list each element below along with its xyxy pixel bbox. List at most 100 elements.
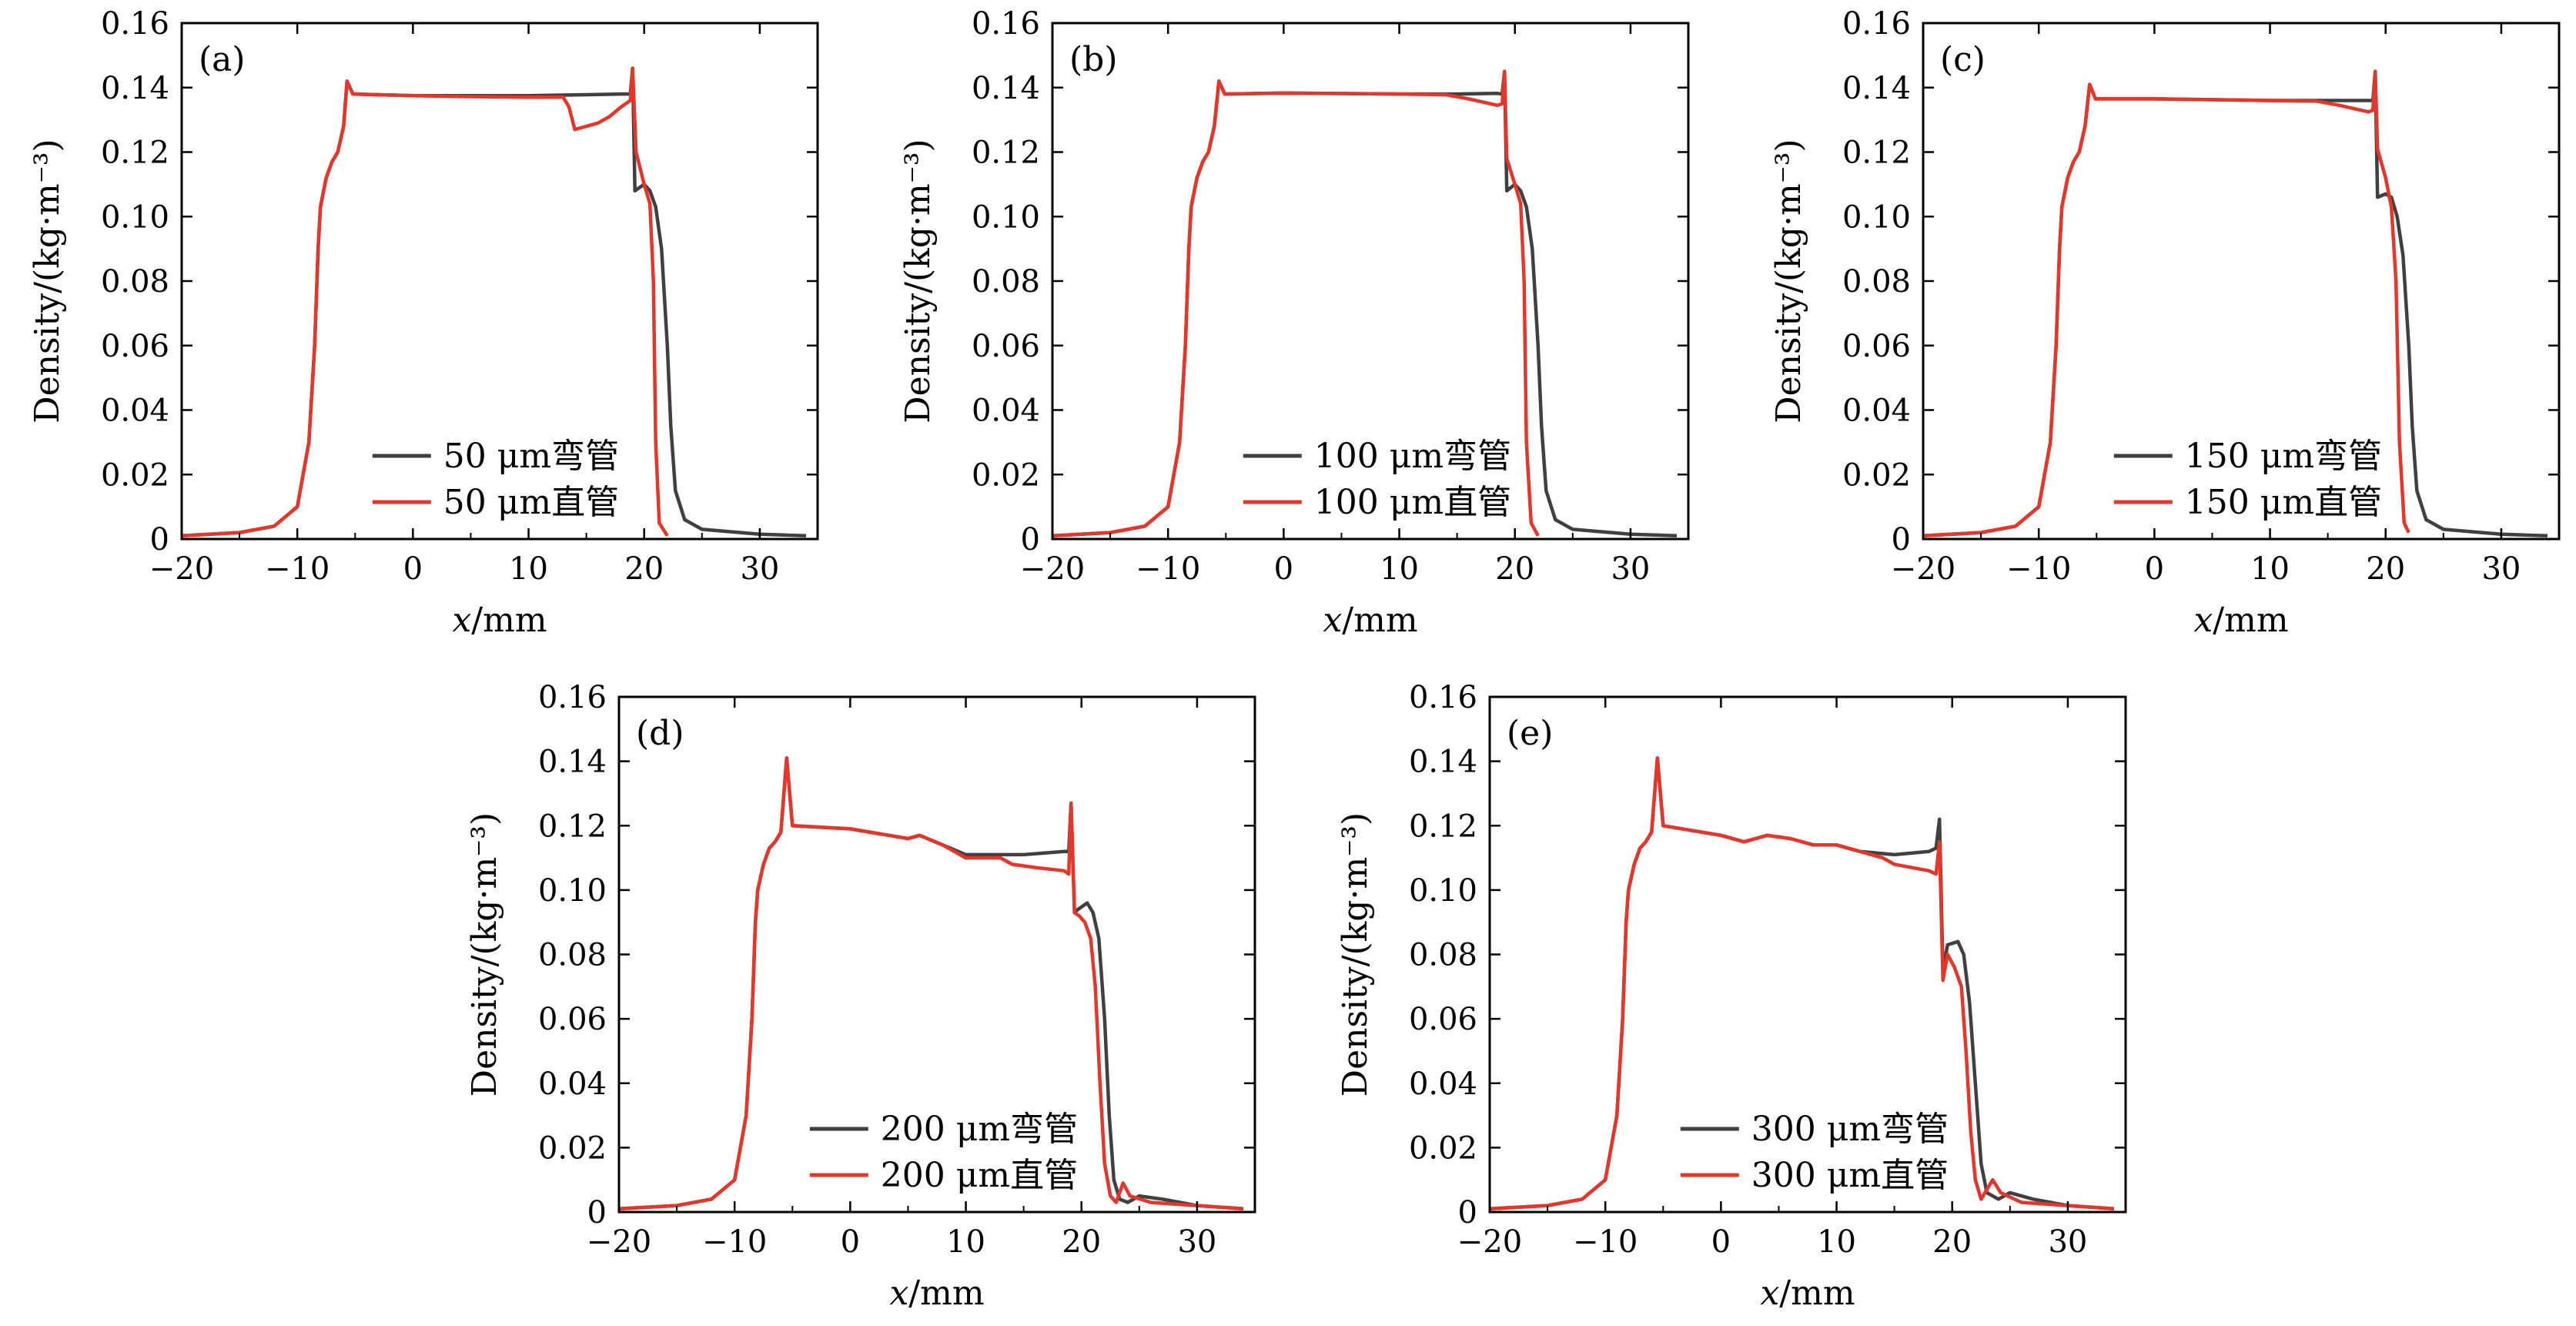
legend-label: 50 μm弯管	[443, 437, 619, 476]
panel-label: (c)	[1940, 40, 1986, 79]
y-tick-label: 0.12	[538, 809, 607, 844]
x-tick-label: 30	[1177, 1224, 1216, 1260]
y-tick-label: 0.02	[1409, 1130, 1477, 1166]
y-tick-label: 0	[1458, 1195, 1477, 1231]
y-tick-label: 0.10	[101, 199, 169, 235]
y-tick-label: 0.06	[972, 329, 1040, 364]
y-tick-label: 0.14	[1842, 71, 1911, 106]
legend-label: 200 μm直管	[881, 1156, 1078, 1195]
y-tick-label: 0.16	[538, 680, 607, 715]
y-tick-label: 0.10	[972, 199, 1040, 235]
legend-label: 150 μm直管	[2185, 483, 2382, 522]
legend-label: 300 μm弯管	[1751, 1110, 1949, 1149]
y-tick-label: 0.14	[972, 71, 1040, 106]
x-tick-label: 0	[1711, 1224, 1731, 1260]
x-tick-label: 0	[841, 1224, 860, 1260]
y-tick-label: 0.12	[1409, 809, 1477, 844]
x-tick-label: 20	[2366, 551, 2405, 587]
y-tick-label: 0.02	[972, 457, 1040, 493]
y-tick-label: 0.14	[538, 745, 607, 780]
y-tick-label: 0.16	[1842, 6, 1911, 42]
x-axis-label: x/mm	[452, 601, 547, 640]
y-tick-label: 0.04	[101, 393, 169, 429]
figure: −20 −10 0 10 20 3000.020.040.060.080.100.120.…	[0, 0, 2576, 1326]
x-tick-label: 0	[403, 551, 423, 587]
x-tick-label: −10	[2006, 551, 2071, 587]
legend-label: 150 μm弯管	[2185, 437, 2382, 476]
y-tick-label: 0.04	[972, 393, 1040, 429]
y-tick-label: 0.10	[538, 873, 607, 909]
panel-label: (b)	[1069, 40, 1118, 79]
x-tick-label: −10	[702, 1224, 767, 1260]
x-tick-label: 20	[1062, 1224, 1101, 1260]
y-tick-label: 0.16	[972, 6, 1040, 42]
y-tick-label: 0.16	[1409, 680, 1477, 715]
y-tick-label: 0.10	[1409, 873, 1477, 909]
x-tick-label: 10	[509, 551, 548, 587]
y-tick-label: 0.04	[1842, 393, 1911, 429]
x-axis-label: x/mm	[2193, 601, 2288, 640]
legend-label: 200 μm弯管	[881, 1110, 1078, 1149]
y-tick-label: 0	[1892, 522, 1911, 558]
y-axis-label: Density/(kg·m⁻³)	[1769, 139, 1808, 423]
y-tick-label: 0.12	[1842, 136, 1911, 171]
y-tick-label: 0	[1021, 522, 1040, 558]
y-axis-label: Density/(kg·m⁻³)	[898, 139, 938, 423]
y-tick-label: 0	[587, 1195, 607, 1231]
y-tick-label: 0.12	[101, 136, 169, 171]
legend-label: 50 μm直管	[443, 483, 619, 522]
y-tick-label: 0.04	[1409, 1066, 1477, 1102]
x-tick-label: 10	[946, 1224, 985, 1260]
y-axis-label: Density/(kg·m⁻³)	[465, 812, 504, 1097]
panel-label: (a)	[199, 40, 246, 79]
y-tick-label: 0.02	[101, 457, 169, 493]
x-tick-label: 30	[740, 551, 779, 587]
x-tick-label: 10	[1380, 551, 1419, 587]
y-tick-label: 0.04	[538, 1066, 607, 1102]
x-tick-label: 10	[2250, 551, 2290, 587]
x-axis-label: x/mm	[889, 1274, 984, 1313]
x-tick-label: 30	[1611, 551, 1650, 587]
y-tick-label: 0.06	[1842, 329, 1911, 364]
x-tick-label: 10	[1817, 1224, 1856, 1260]
y-tick-label: 0.12	[972, 136, 1040, 171]
y-tick-label: 0.14	[101, 71, 169, 106]
panel-c: −20 −10 0 10 20 30 0 0.02 0.04 0.06 0.08 0.10 0.12 0.…	[1769, 6, 2559, 640]
panel-label: (e)	[1507, 714, 1553, 753]
panel-a: −20 −10 0 10 20 30 0 0.02 0.04 0.06 0.08 0.10 0.12 0.…	[28, 6, 818, 640]
x-axis-label: x/mm	[1323, 601, 1417, 640]
x-axis-label: x/mm	[1760, 1274, 1855, 1313]
y-tick-label: 0	[150, 522, 169, 558]
panel-d: −20 −10 0 10 20 30 0 0.02 0.04 0.06 0.08 0.10 0.12 0.…	[465, 680, 1255, 1313]
y-tick-label: 0.10	[1842, 199, 1911, 235]
x-tick-label: 0	[1274, 551, 1293, 587]
legend-label: 300 μm直管	[1751, 1156, 1949, 1195]
x-tick-label: −10	[1573, 1224, 1638, 1260]
y-axis-label: Density/(kg·m⁻³)	[1336, 812, 1375, 1097]
panel-label: (d)	[636, 714, 684, 753]
y-tick-label: 0.08	[101, 264, 169, 300]
y-tick-label: 0.06	[101, 329, 169, 364]
legend-label: 100 μm弯管	[1314, 437, 1511, 476]
x-tick-label: 30	[2048, 1224, 2087, 1260]
x-tick-label: 0	[2145, 551, 2164, 587]
y-tick-label: 0.08	[1842, 264, 1911, 300]
y-tick-label: 0.14	[1409, 745, 1477, 780]
y-axis-label: Density/(kg·m⁻³)	[28, 139, 67, 423]
x-tick-label: −10	[265, 551, 330, 587]
panel-e: −20 −10 0 10 20 30 0 0.02 0.04 0.06 0.08 0.10 0.12 0.…	[1336, 680, 2126, 1313]
x-tick-label: −10	[1136, 551, 1200, 587]
panel-b: −20 −10 0 10 20 30 0 0.02 0.04 0.06 0.08 0.10 0.12 0.…	[898, 6, 1688, 640]
y-tick-label: 0.08	[1409, 938, 1477, 973]
y-tick-label: 0.02	[538, 1130, 607, 1166]
x-tick-label: 20	[624, 551, 664, 587]
x-tick-label: 30	[2481, 551, 2521, 587]
y-tick-label: 0.16	[101, 6, 169, 42]
y-tick-label: 0.06	[1409, 1002, 1477, 1037]
y-tick-label: 0.06	[538, 1002, 607, 1037]
y-tick-label: 0.02	[1842, 457, 1911, 493]
y-tick-label: 0.08	[538, 938, 607, 973]
x-tick-label: 20	[1495, 551, 1534, 587]
legend-label: 100 μm直管	[1314, 483, 1511, 522]
x-tick-label: 20	[1932, 1224, 1972, 1260]
